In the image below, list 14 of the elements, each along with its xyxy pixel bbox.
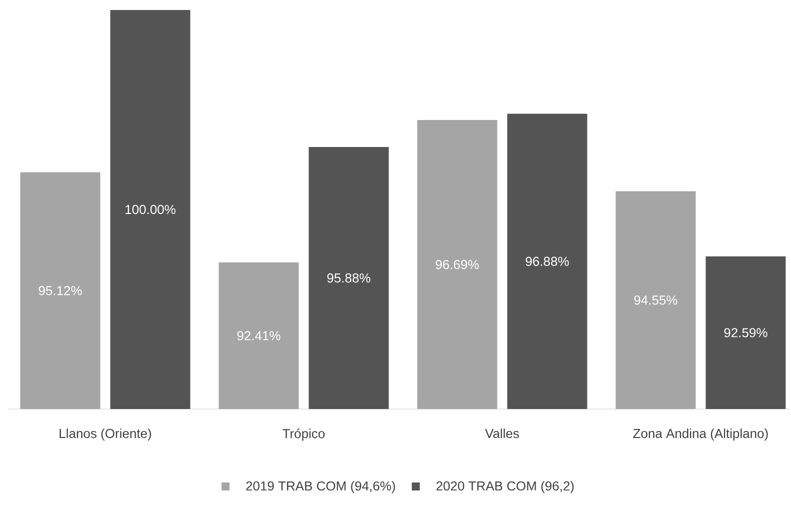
data-label: 92.59% bbox=[724, 328, 768, 338]
x-tick-label: Valles bbox=[485, 428, 519, 438]
data-label: 100.00% bbox=[126, 204, 176, 214]
legend-label: 2019 TRAB COM (94,6%) bbox=[246, 481, 395, 494]
data-label: 96.88% bbox=[526, 256, 569, 266]
data-label: 94.55% bbox=[634, 296, 678, 305]
data-label: 92.41% bbox=[237, 331, 280, 340]
x-tick-label: Trópico bbox=[282, 428, 325, 441]
x-tick-label: Zona Andina (Altiplano) bbox=[633, 428, 768, 441]
legend-label: 2020 TRAB COM (96,2) bbox=[436, 481, 574, 494]
data-label: 96.69% bbox=[436, 260, 479, 270]
data-label: 95.12% bbox=[38, 286, 82, 296]
x-tick-label: Llanos (Oriente) bbox=[60, 428, 152, 441]
data-label: 95.88% bbox=[327, 273, 370, 283]
